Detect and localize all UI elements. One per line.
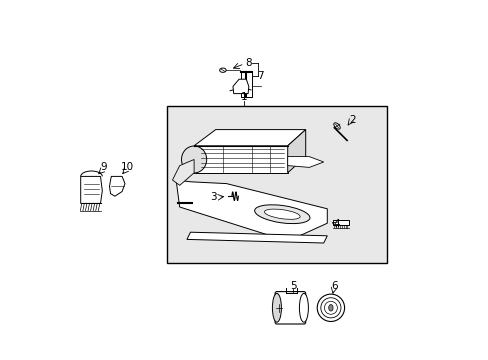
Polygon shape: [194, 130, 305, 146]
Text: 2: 2: [348, 114, 355, 125]
Circle shape: [317, 294, 344, 321]
Ellipse shape: [264, 209, 300, 219]
Text: 3: 3: [210, 192, 217, 202]
Polygon shape: [109, 176, 125, 196]
Ellipse shape: [333, 123, 340, 129]
Ellipse shape: [181, 146, 206, 173]
Ellipse shape: [254, 205, 309, 224]
Text: 10: 10: [121, 162, 134, 172]
Polygon shape: [81, 176, 102, 203]
Polygon shape: [176, 180, 326, 241]
Ellipse shape: [328, 305, 332, 311]
Text: 8: 8: [244, 58, 251, 68]
Ellipse shape: [299, 293, 308, 322]
Polygon shape: [186, 232, 326, 243]
Polygon shape: [287, 130, 305, 173]
Polygon shape: [232, 79, 248, 94]
Text: 1: 1: [241, 92, 247, 102]
Polygon shape: [332, 220, 348, 225]
Circle shape: [320, 298, 340, 318]
Ellipse shape: [219, 68, 225, 72]
Polygon shape: [287, 157, 323, 167]
Text: 5: 5: [289, 281, 296, 291]
FancyBboxPatch shape: [241, 72, 251, 97]
Text: 6: 6: [330, 281, 337, 291]
Circle shape: [324, 301, 337, 314]
Text: 7: 7: [256, 71, 263, 81]
FancyBboxPatch shape: [275, 292, 305, 324]
FancyBboxPatch shape: [167, 106, 386, 263]
Text: 4: 4: [332, 219, 339, 229]
Text: 9: 9: [101, 162, 107, 172]
Ellipse shape: [272, 293, 281, 322]
Polygon shape: [172, 159, 194, 185]
Polygon shape: [194, 146, 287, 173]
